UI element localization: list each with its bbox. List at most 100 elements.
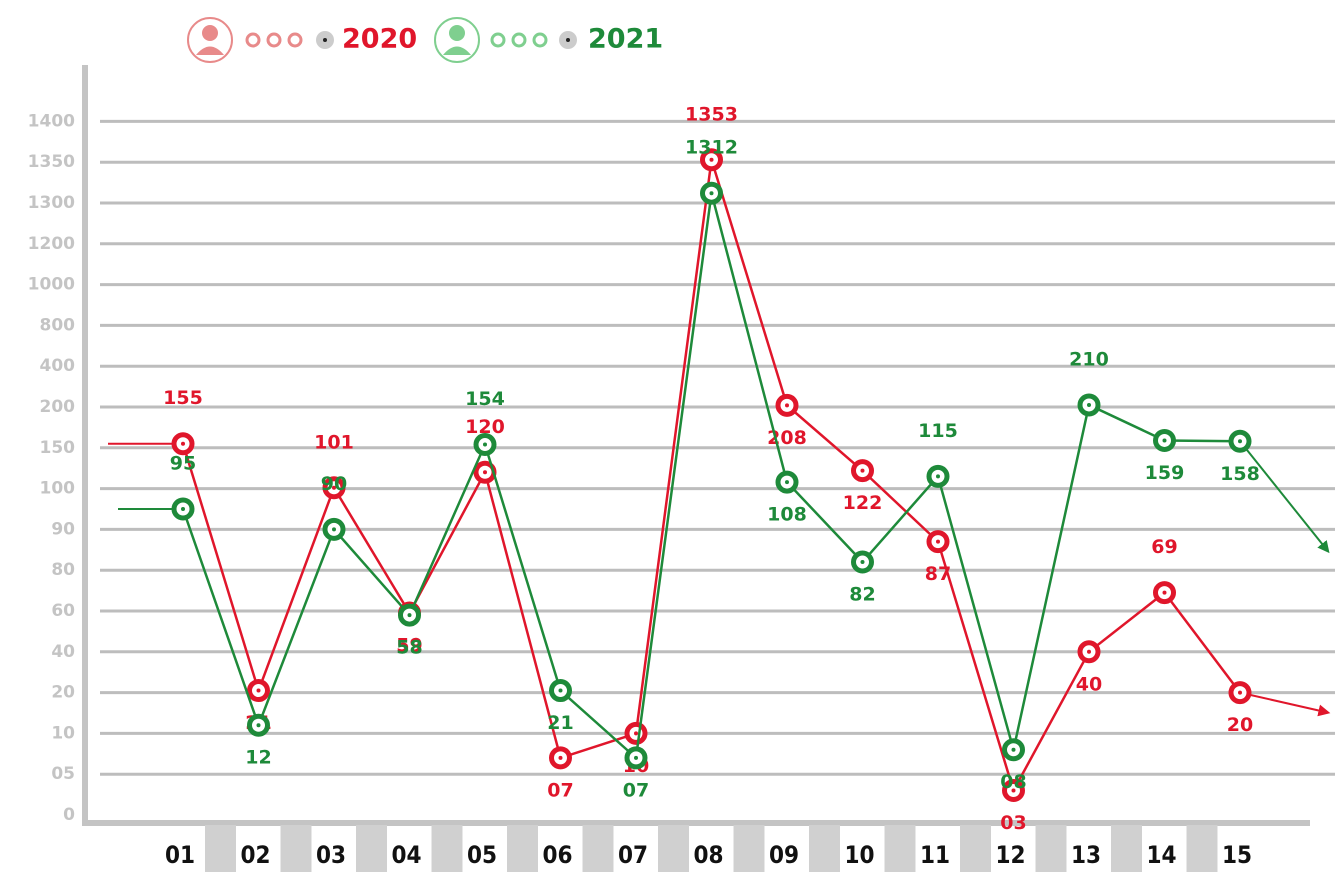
data-label: 90 (321, 473, 347, 495)
x-tick-label: 04 (391, 841, 421, 869)
point-center (860, 468, 865, 473)
category-separator (809, 825, 840, 872)
point-center (936, 539, 940, 544)
point-center (256, 688, 261, 693)
data-label: 12 (245, 747, 271, 769)
y-tick-label: 800 (40, 315, 76, 335)
data-label: 03 (1000, 812, 1026, 834)
category-separator (1035, 825, 1067, 872)
data-label: 115 (918, 420, 958, 442)
category-separator (960, 825, 991, 872)
data-label: 159 (1145, 462, 1185, 484)
legend-icon (202, 25, 218, 41)
legend-icon (245, 32, 261, 48)
data-label: 101 (314, 431, 354, 453)
data-label: 1353 (685, 103, 738, 125)
y-tick-label: 10 (51, 723, 75, 743)
data-label: 155 (163, 387, 203, 409)
point-center (558, 688, 563, 693)
trail-arrow (1239, 440, 1330, 554)
x-tick-label: 14 (1146, 841, 1176, 869)
x-tick-label: 09 (769, 841, 799, 869)
x-tick-label: 01 (165, 841, 195, 869)
y-tick-label: 80 (51, 560, 75, 580)
data-label: 07 (547, 779, 573, 801)
y-tick-label: 60 (51, 601, 75, 621)
point-center (558, 755, 563, 760)
y-tick-label: 20 (51, 683, 75, 703)
point-center (1238, 439, 1242, 444)
x-tick-label: 10 (844, 841, 874, 869)
legend-icon (287, 32, 303, 48)
trail-arrow (1239, 691, 1331, 717)
point-center (332, 485, 336, 490)
point-center (785, 403, 789, 408)
category-separator (658, 825, 689, 872)
point-center (860, 560, 865, 565)
data-label: 95 (170, 453, 196, 475)
point-center (709, 191, 714, 196)
y-tick-label: 1350 (28, 152, 75, 172)
y-tick-label: 1200 (28, 234, 75, 254)
y-tick-label: 1400 (28, 111, 75, 131)
y-tick-label: 1300 (28, 193, 75, 213)
data-label: 108 (767, 504, 807, 526)
point-center (634, 755, 638, 760)
data-label: 40 (1076, 673, 1102, 695)
point-center (1011, 747, 1016, 752)
legend-icon (266, 32, 282, 48)
point-center (407, 613, 412, 618)
point-center (1162, 438, 1167, 443)
legend-icon (187, 17, 233, 63)
x-tick-label: 15 (1222, 841, 1252, 869)
point-center (256, 723, 261, 728)
y-tick-label: 0 (63, 805, 75, 825)
legend-icon (566, 38, 570, 42)
x-tick-label: 05 (467, 841, 497, 869)
y-tick-label: 40 (51, 642, 75, 662)
data-label: 21 (547, 712, 573, 734)
data-label: 120 (465, 416, 505, 438)
point-center (936, 474, 940, 479)
category-separator (507, 825, 538, 872)
x-tick-label: 13 (1071, 841, 1101, 869)
data-label: 20 (1227, 714, 1253, 736)
category-separator (733, 825, 765, 872)
point-center (181, 441, 185, 446)
legend-icon (434, 17, 480, 63)
legend: 2020 2021 (187, 17, 663, 63)
data-label: 07 (623, 779, 649, 801)
point-center (785, 480, 789, 485)
data-label: 158 (1220, 463, 1260, 485)
category-separator (431, 825, 463, 872)
y-tick-label: 1000 (28, 275, 75, 295)
data-label: 58 (396, 637, 422, 659)
x-tick-label: 08 (693, 841, 723, 869)
category-separator (1111, 825, 1142, 872)
y-tick-label: 05 (51, 764, 75, 784)
x-tick-label: 11 (920, 841, 950, 869)
legend-label: 2020 (342, 24, 417, 55)
category-separator (884, 825, 916, 872)
point-center (634, 731, 638, 736)
point-center (181, 507, 185, 511)
legend-icon (449, 25, 465, 41)
x-tick-label: 12 (995, 841, 1025, 869)
category-separator (280, 825, 312, 872)
point-center (483, 442, 487, 447)
point-center (1087, 402, 1091, 407)
category-separator (1186, 825, 1218, 872)
y-tick-label: 400 (40, 356, 76, 376)
data-label: 210 (1069, 348, 1109, 370)
category-separator (582, 825, 614, 872)
point-center (709, 157, 714, 162)
data-label: 154 (465, 388, 505, 410)
point-center (1162, 590, 1167, 595)
data-label: 82 (849, 584, 875, 606)
y-tick-label: 200 (40, 397, 76, 417)
point-center (1238, 690, 1242, 695)
data-label: 1312 (685, 137, 738, 159)
legend-icon (511, 32, 527, 48)
y-tick-label: 150 (40, 438, 76, 458)
